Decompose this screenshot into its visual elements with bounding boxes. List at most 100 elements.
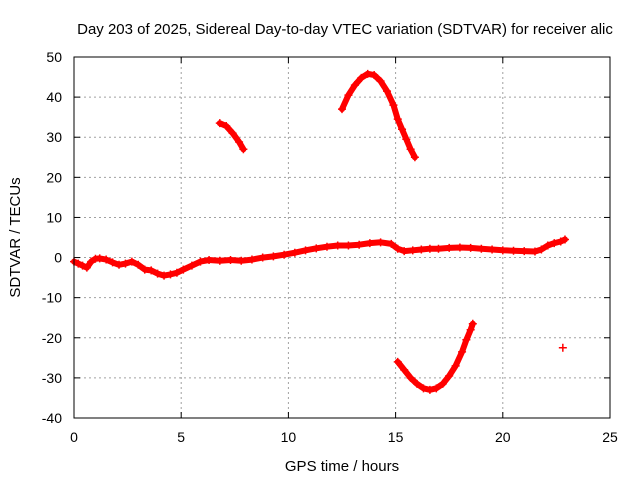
data-point — [413, 379, 422, 388]
data-point — [466, 243, 475, 252]
data-point — [215, 256, 224, 265]
y-tick-label: 40 — [46, 89, 62, 105]
data-point — [290, 248, 299, 257]
data-point — [247, 255, 256, 264]
data-point — [338, 105, 346, 114]
data-point — [74, 259, 83, 268]
y-tick-label: 0 — [54, 250, 62, 266]
data-point — [196, 257, 205, 266]
y-tick-label: -10 — [42, 290, 62, 306]
y-tick-label: -40 — [42, 410, 62, 426]
data-point — [445, 371, 454, 380]
series-arc-2 — [338, 69, 419, 162]
data-point — [400, 247, 409, 256]
y-tick-label: -20 — [42, 330, 62, 346]
y-tick-label: 10 — [46, 209, 62, 225]
data-point — [237, 256, 246, 265]
data-point — [355, 240, 364, 249]
data-point — [187, 261, 196, 270]
data-series — [70, 69, 569, 394]
data-point — [398, 125, 407, 134]
y-tick-label: 30 — [46, 129, 62, 145]
y-tick-label: -30 — [42, 370, 62, 386]
data-point — [370, 71, 379, 80]
x-axis-label: GPS time / hours — [285, 458, 399, 475]
data-point — [393, 244, 402, 253]
data-point — [438, 379, 447, 388]
data-point — [121, 259, 130, 268]
data-point — [226, 255, 235, 264]
data-point — [402, 135, 411, 144]
data-point — [445, 243, 454, 252]
chart-title: Day 203 of 2025, Sidereal Day-to-day VTE… — [77, 21, 613, 38]
data-point — [560, 235, 569, 244]
data-point — [417, 245, 426, 254]
data-point — [344, 241, 353, 250]
data-point — [363, 69, 372, 78]
data-point — [235, 138, 244, 147]
data-point — [322, 242, 331, 251]
data-point — [78, 261, 87, 270]
data-point — [228, 129, 237, 138]
data-point — [108, 258, 117, 267]
x-tick-label: 0 — [70, 429, 78, 445]
data-point — [344, 91, 353, 100]
data-point — [468, 319, 477, 328]
data-point — [393, 357, 402, 366]
data-point — [357, 73, 366, 82]
data-point — [543, 241, 552, 250]
data-point — [425, 385, 434, 394]
data-point — [425, 244, 434, 253]
data-point — [509, 246, 518, 255]
data-point — [269, 252, 278, 261]
data-point — [179, 265, 188, 274]
data-point — [153, 269, 162, 278]
data-point — [558, 343, 567, 352]
series-arc-3 — [393, 319, 477, 394]
data-point — [410, 153, 419, 162]
series-main — [70, 235, 569, 280]
data-point — [166, 270, 175, 279]
data-point — [115, 260, 124, 269]
data-point — [95, 254, 104, 263]
data-point — [466, 325, 475, 334]
x-tick-label: 5 — [177, 429, 185, 445]
data-point — [102, 255, 111, 264]
data-point — [389, 101, 398, 110]
data-point — [376, 77, 385, 86]
x-tick-label: 10 — [281, 429, 297, 445]
x-tick-label: 20 — [495, 429, 511, 445]
data-point — [140, 265, 149, 274]
data-point — [530, 247, 539, 256]
data-point — [432, 384, 441, 393]
data-point — [134, 260, 143, 269]
series-arc-1 — [215, 119, 248, 154]
data-point — [488, 245, 497, 254]
data-point — [215, 119, 224, 128]
data-point — [383, 87, 392, 96]
data-point — [258, 253, 267, 262]
data-point — [160, 271, 169, 280]
data-point — [520, 247, 529, 256]
data-point — [408, 246, 417, 255]
data-point — [127, 257, 136, 266]
data-point — [550, 239, 559, 248]
series-isolated — [558, 343, 567, 352]
data-point — [222, 121, 231, 130]
data-point — [406, 145, 415, 154]
plot-frame — [73, 56, 611, 419]
data-point — [147, 266, 156, 275]
data-point — [280, 250, 289, 259]
data-point — [419, 384, 428, 393]
data-point — [387, 239, 396, 248]
x-tick-label: 25 — [602, 429, 618, 445]
y-tick-label: 50 — [46, 49, 62, 65]
data-point — [87, 257, 96, 266]
data-point — [537, 245, 546, 254]
data-point — [462, 335, 471, 344]
data-point — [365, 239, 374, 248]
data-point — [393, 115, 402, 124]
data-point — [82, 263, 91, 272]
data-point — [205, 255, 214, 264]
data-point — [301, 246, 310, 255]
